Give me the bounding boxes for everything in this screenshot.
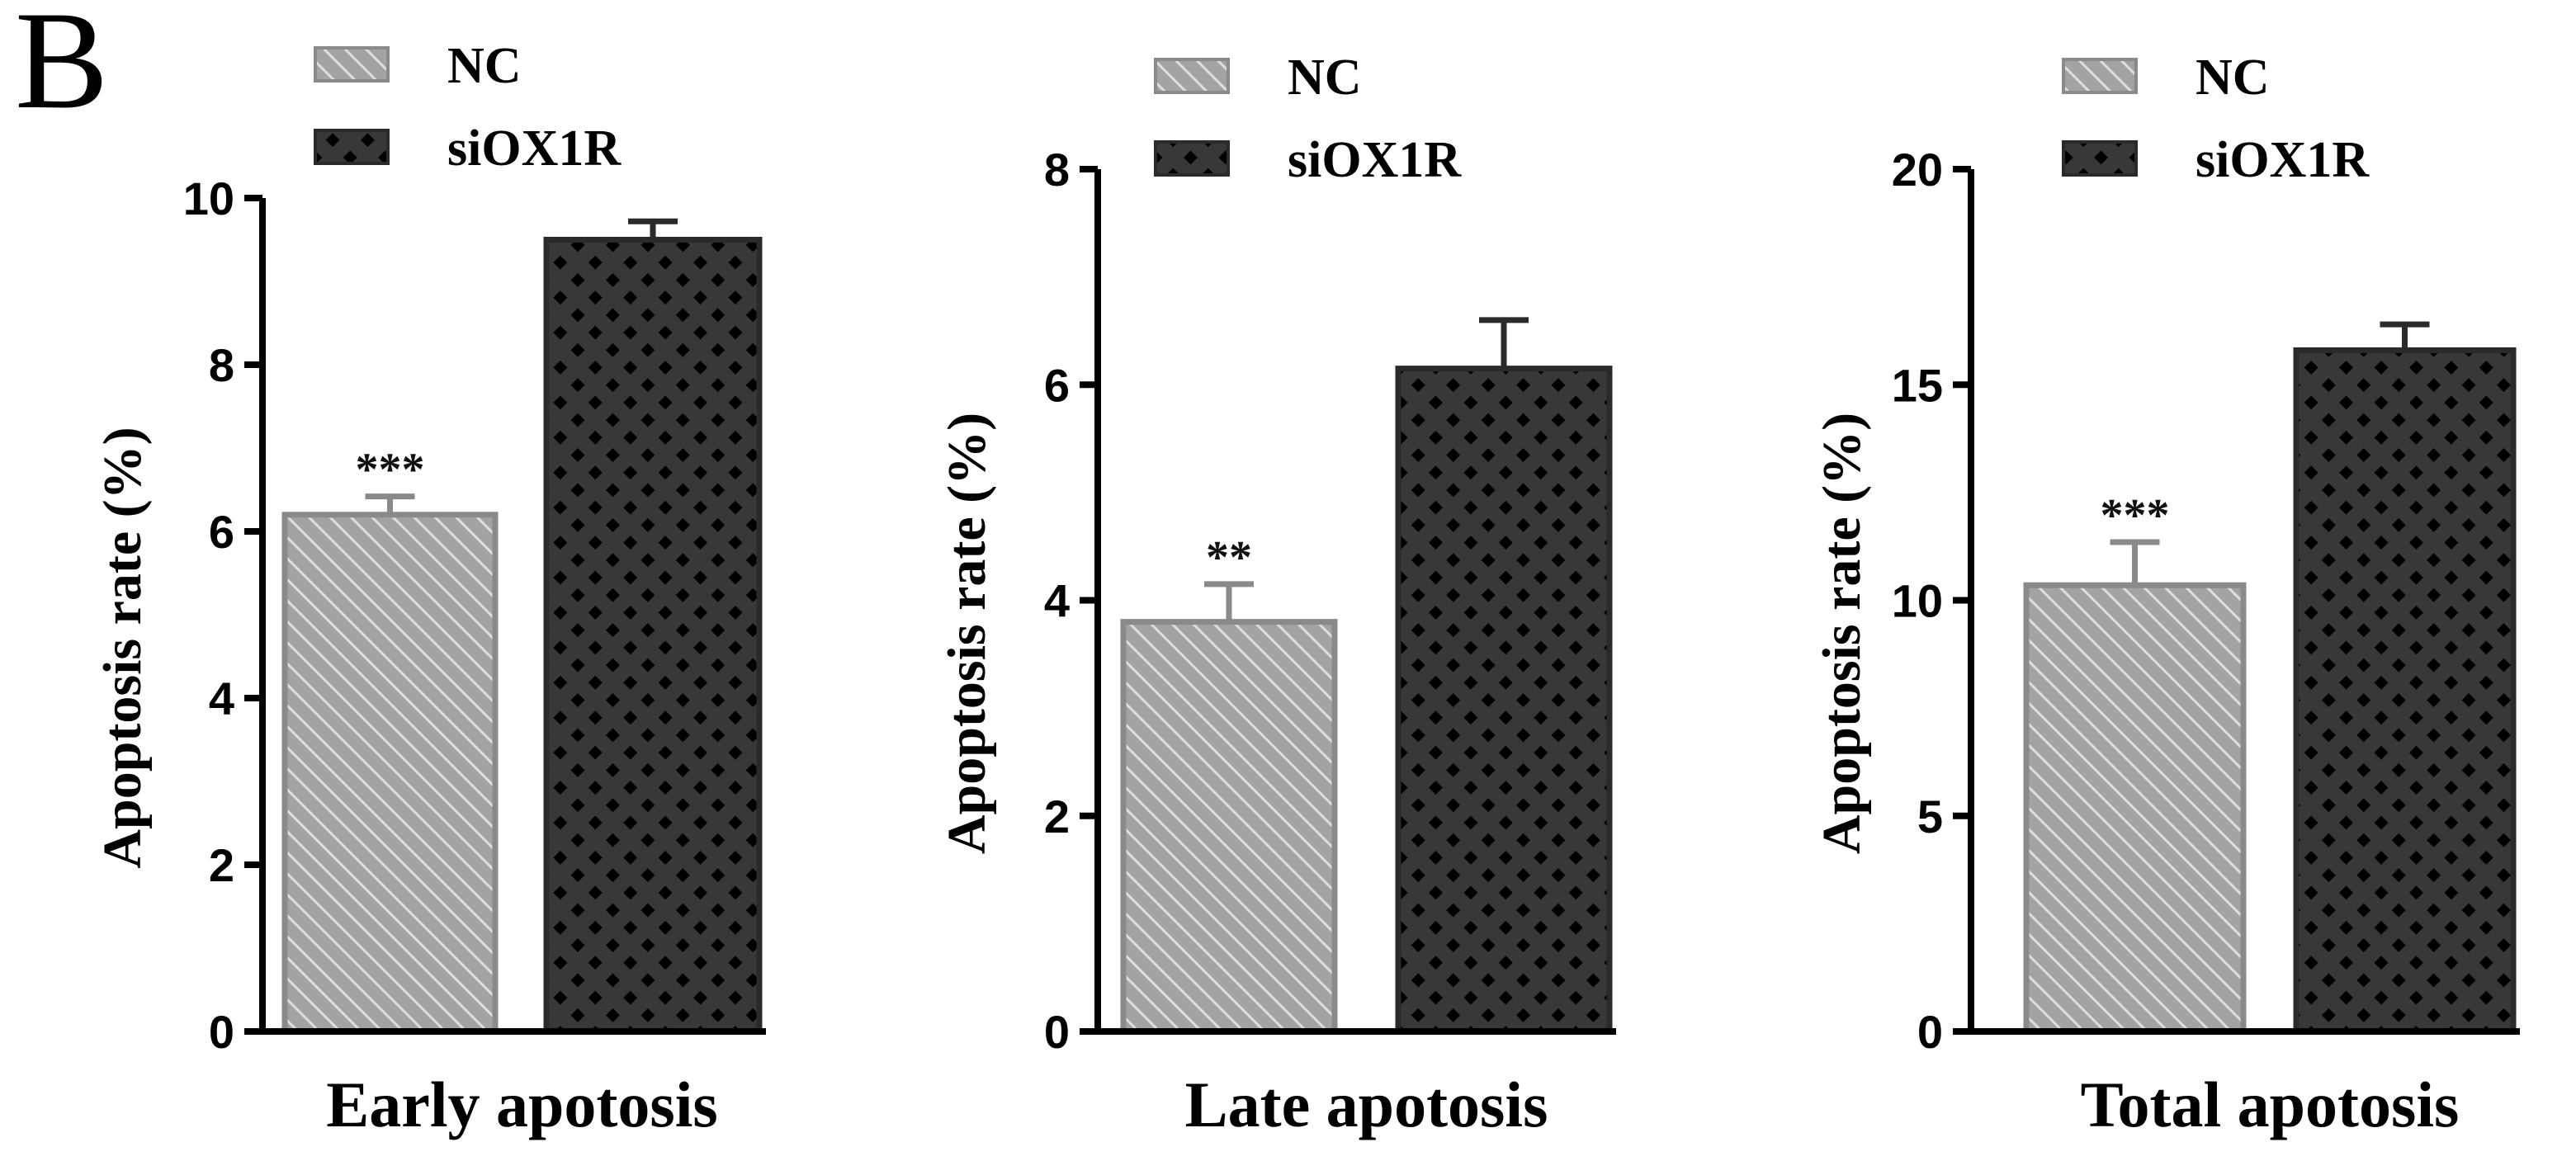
legend-label: siOX1R bbox=[2196, 132, 2370, 188]
bar-sioxir bbox=[543, 237, 763, 1035]
legend-swatch-sioxir bbox=[2062, 140, 2138, 177]
y-tick-label: 15 bbox=[1892, 359, 1943, 411]
x-axis-title: Early apotosis bbox=[326, 1069, 718, 1140]
y-tick-label: 20 bbox=[1892, 144, 1943, 196]
y-tick-label: 4 bbox=[209, 673, 234, 724]
bar-nc bbox=[2023, 582, 2247, 1035]
y-axis-title: Apoptosis rate (%) bbox=[937, 413, 997, 854]
legend-label: siOX1R bbox=[447, 120, 622, 177]
chart-panels: NC siOX1R *** 0 2 4 6 8 10 Apoptosis rate (%) Earl… bbox=[92, 38, 2520, 1140]
y-tick-label: 6 bbox=[1044, 359, 1070, 411]
y-tick-label: 10 bbox=[1892, 575, 1943, 627]
x-axis-title: Total apotosis bbox=[2081, 1069, 2460, 1140]
bar-sioxir bbox=[1395, 366, 1613, 1035]
y-tick-label: 0 bbox=[1917, 1006, 1943, 1058]
legend-swatch-nc bbox=[314, 46, 390, 83]
chart-panel-2: NC siOX1R ** 0 2 4 6 8 Apoptosis rate (%) Late ap… bbox=[937, 50, 1616, 1140]
significance-label: *** bbox=[2101, 490, 2170, 541]
legend-label: NC bbox=[2196, 50, 2270, 106]
y-tick-label: 0 bbox=[209, 1006, 234, 1058]
chart-panel-1: NC siOX1R *** 0 2 4 6 8 10 Apoptosis rate (%) Earl… bbox=[92, 38, 766, 1140]
y-tick-label: 6 bbox=[209, 506, 234, 558]
legend-label: siOX1R bbox=[1288, 132, 1462, 188]
panel-label: B bbox=[15, 0, 108, 138]
y-tick-label: 2 bbox=[209, 839, 234, 891]
y-tick-label: 5 bbox=[1917, 791, 1943, 842]
legend-swatch-sioxir bbox=[1154, 140, 1230, 177]
bar-nc bbox=[1120, 619, 1338, 1035]
y-tick-label: 8 bbox=[1044, 144, 1070, 196]
significance-label: ** bbox=[1206, 532, 1252, 583]
bar-nc bbox=[281, 512, 499, 1035]
legend-swatch-nc bbox=[1154, 58, 1230, 94]
y-tick-label: 8 bbox=[209, 339, 234, 391]
y-tick-label: 2 bbox=[1044, 791, 1070, 842]
legend-swatch-nc bbox=[2062, 58, 2138, 94]
significance-label: *** bbox=[356, 445, 425, 496]
x-axis-title: Late apotosis bbox=[1185, 1069, 1548, 1140]
legend-label: NC bbox=[447, 38, 522, 94]
y-tick-label: 10 bbox=[183, 172, 234, 224]
chart-panel-3: NC siOX1R *** 0 5 10 15 20 Apoptosis rate (%) Tot… bbox=[1812, 50, 2520, 1140]
y-tick-label: 0 bbox=[1044, 1006, 1070, 1058]
y-axis-title: Apoptosis rate (%) bbox=[92, 427, 153, 868]
y-tick-label: 4 bbox=[1044, 575, 1070, 627]
legend-swatch-sioxir bbox=[314, 129, 390, 165]
y-axis-title: Apoptosis rate (%) bbox=[1812, 413, 1872, 854]
legend-label: NC bbox=[1288, 50, 1362, 106]
bar-sioxir bbox=[2293, 347, 2517, 1035]
